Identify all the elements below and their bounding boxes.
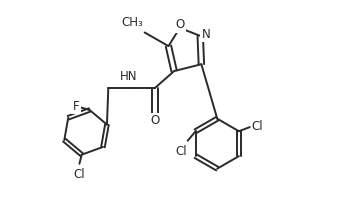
Text: Cl: Cl	[251, 120, 263, 133]
Text: Cl: Cl	[74, 168, 85, 181]
Text: CH₃: CH₃	[122, 16, 144, 29]
Text: N: N	[201, 28, 210, 41]
Text: O: O	[175, 18, 184, 31]
Text: HN: HN	[120, 70, 137, 83]
Text: O: O	[150, 114, 160, 127]
Text: Cl: Cl	[175, 145, 186, 158]
Text: F: F	[73, 100, 79, 113]
